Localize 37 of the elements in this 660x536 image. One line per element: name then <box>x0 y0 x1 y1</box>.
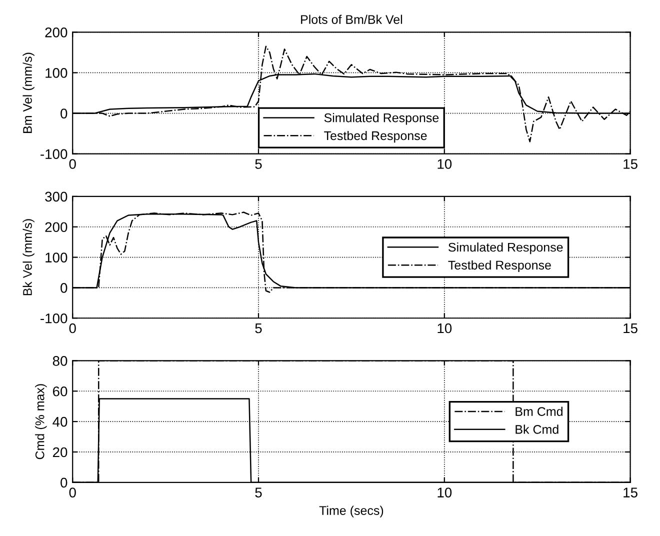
legend-label: Simulated Response <box>324 113 439 125</box>
y-tick-label: 0 <box>60 478 68 488</box>
y-tick-label: -100 <box>40 313 68 324</box>
y-tick-label: 40 <box>52 416 68 427</box>
x-tick-label: 5 <box>255 159 262 169</box>
legend-label: Testbed Response <box>324 130 427 143</box>
legend-label: Testbed Response <box>448 260 551 272</box>
y-tick-label: 80 <box>52 356 68 366</box>
y-tick-label: 100 <box>46 252 68 262</box>
x-tick-label: 5 <box>255 323 262 334</box>
y-tick-label: 60 <box>52 386 68 396</box>
x-axis-title: Time (secs) <box>319 506 384 518</box>
x-tick-label: 5 <box>255 488 262 498</box>
y-tick-label: 300 <box>45 192 68 202</box>
y-tick-label: 100 <box>46 68 68 78</box>
y-tick-label: -100 <box>40 149 68 160</box>
x-tick-label: 10 <box>438 159 452 169</box>
legend-label: Bm Cmd <box>516 406 562 416</box>
y-tick-label: 0 <box>60 283 68 293</box>
x-tick-label: 15 <box>624 323 638 334</box>
y-tick-label: 20 <box>52 447 68 458</box>
x-tick-label: 10 <box>438 323 452 334</box>
y-axis-title: Bk Vel (mm/s) <box>22 219 34 296</box>
chart-title: Plots of Bm/Bk Vel <box>301 14 402 24</box>
x-tick-label: 10 <box>438 488 452 498</box>
legend-label: Bk Cmd <box>516 424 558 434</box>
x-tick-label: 15 <box>624 159 638 169</box>
x-tick-label: 0 <box>69 323 76 334</box>
y-tick-label: 200 <box>45 222 68 232</box>
x-tick-label: 0 <box>69 488 76 498</box>
y-tick-label: 0 <box>60 108 68 118</box>
y-tick-label: 200 <box>45 27 68 38</box>
legend-label: Simulated Response <box>448 242 563 254</box>
x-tick-label: 15 <box>624 488 638 498</box>
y-axis-title: Bm Vel (mm/s) <box>22 52 34 133</box>
x-tick-label: 0 <box>69 159 76 169</box>
y-axis-title: Cmd (% max) <box>35 384 47 460</box>
